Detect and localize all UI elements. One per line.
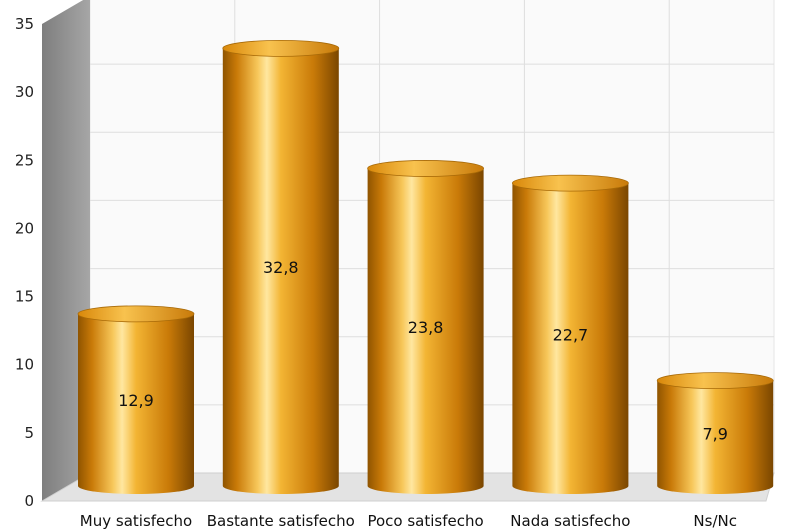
data-label: 22,7 — [553, 326, 589, 345]
data-label: 32,8 — [263, 258, 299, 277]
bar-top — [656, 372, 774, 389]
y-tick-label: 20 — [15, 219, 34, 237]
bar-top — [367, 160, 485, 177]
bar-top — [77, 305, 195, 323]
bar-body — [367, 168, 484, 494]
x-tick-label: Poco satisfecho — [367, 512, 483, 530]
labels: 12,9 Muy satisfecho 32,8 Bastante satisfech… — [80, 258, 737, 530]
bar — [77, 305, 195, 494]
bar — [656, 372, 774, 494]
x-tick-label: Bastante satisfecho — [207, 512, 355, 530]
y-tick-label: 15 — [15, 288, 34, 306]
data-label: 12,9 — [118, 391, 154, 410]
bar — [222, 39, 340, 494]
bar-body — [78, 313, 194, 494]
y-tick-label: 25 — [15, 151, 34, 169]
x-tick-label: Ns/Nc — [693, 512, 737, 530]
bar-body — [512, 183, 629, 495]
y-tick-label: 35 — [15, 15, 34, 33]
bar — [367, 160, 485, 494]
y-tick-label: 5 — [24, 424, 34, 442]
data-label: 23,8 — [408, 318, 444, 337]
bar-body — [222, 48, 339, 494]
bars — [77, 39, 774, 495]
data-label: 7,9 — [702, 424, 727, 443]
bar-body — [657, 380, 774, 494]
bar — [512, 174, 629, 495]
x-tick-label: Muy satisfecho — [80, 512, 192, 530]
y-tick-label: 30 — [15, 83, 34, 101]
y-axis: 0 5 10 15 20 25 30 35 — [15, 15, 34, 510]
y-tick-label: 10 — [15, 356, 34, 374]
y-tick-label: 0 — [24, 492, 34, 510]
bar-top — [512, 174, 629, 192]
x-tick-label: Nada satisfecho — [510, 512, 630, 530]
bar-top — [222, 39, 340, 57]
